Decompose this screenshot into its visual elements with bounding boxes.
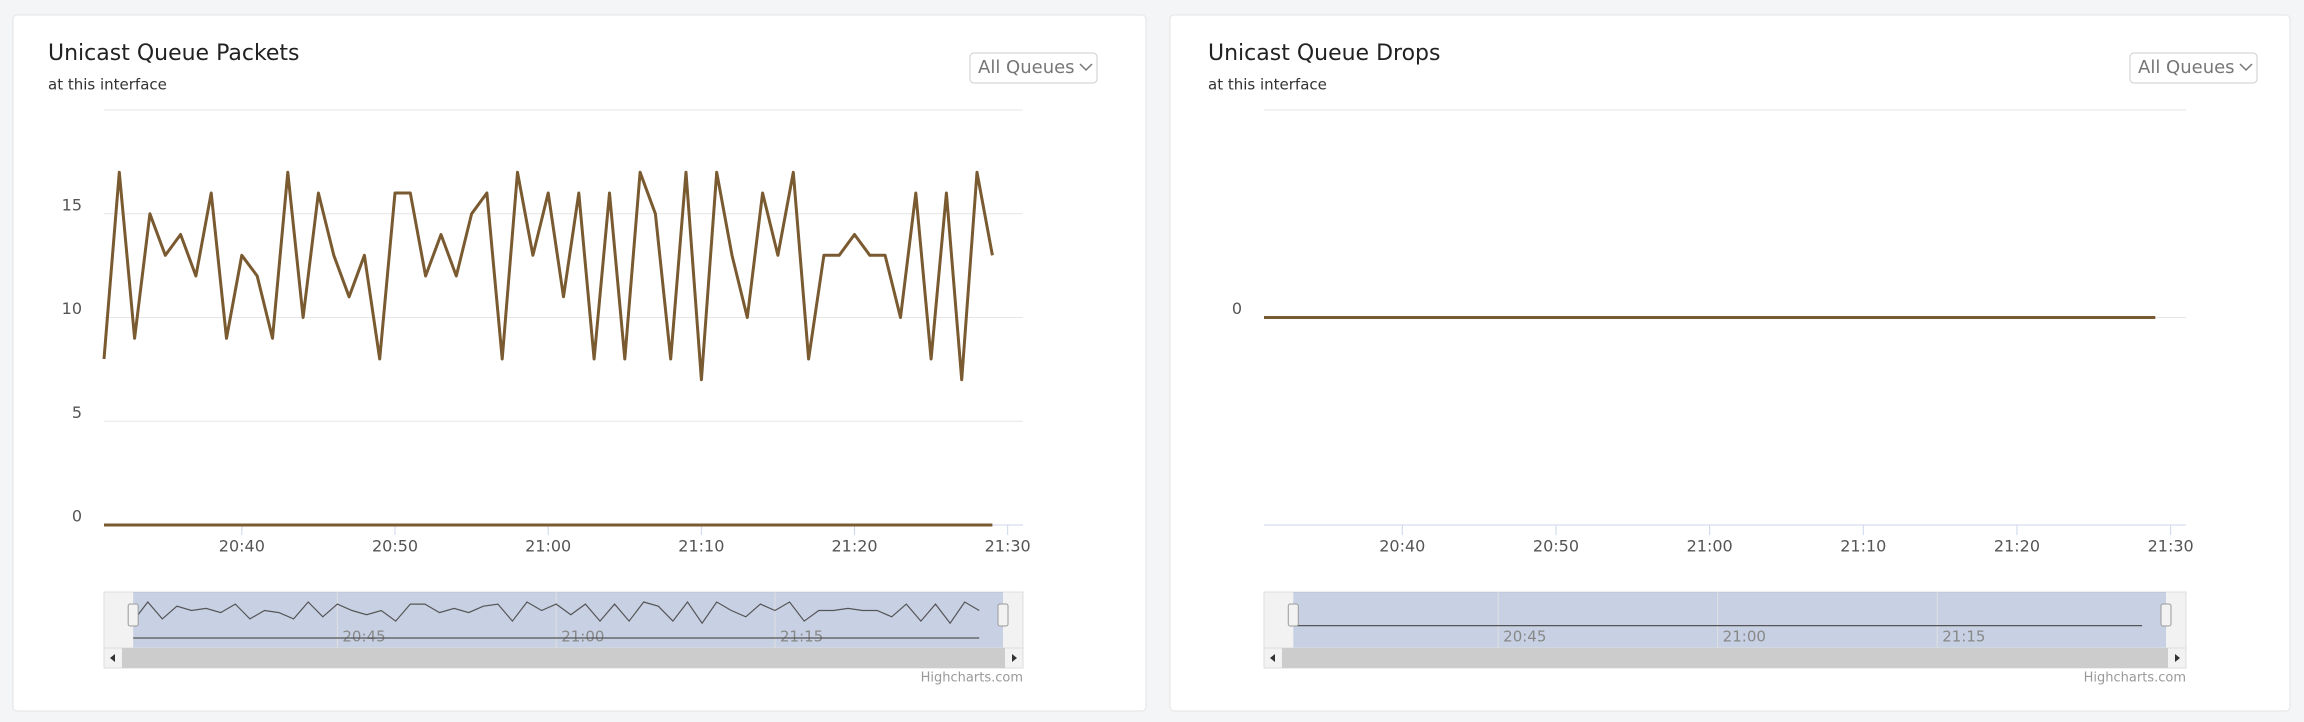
chart-subtitle: at this interface — [1208, 76, 1327, 94]
navigator-label: 21:15 — [1942, 628, 1985, 646]
card — [1169, 14, 2291, 712]
x-tick-label: 20:40 — [219, 537, 265, 556]
x-tick-label: 20:50 — [1533, 537, 1579, 556]
credits[interactable]: Highcharts.com — [921, 671, 1023, 686]
series-line — [102, 170, 994, 382]
y-tick-label: 15 — [62, 195, 82, 214]
y-tick-label: 0 — [1232, 299, 1242, 318]
chart-title: Unicast Queue Packets — [48, 41, 300, 66]
scrollbar-right[interactable] — [2175, 654, 2180, 662]
navigator-handle[interactable] — [997, 603, 1009, 627]
navigator-handle[interactable] — [2160, 603, 2172, 627]
scrollbar-left[interactable] — [1270, 654, 1275, 662]
x-tick-label: 20:50 — [372, 537, 418, 556]
scrollbar-left[interactable] — [110, 654, 115, 662]
x-tick-label: 21:10 — [678, 537, 724, 556]
chart-subtitle: at this interface — [48, 76, 167, 94]
card — [12, 14, 1147, 712]
navigator-label: 21:00 — [561, 628, 604, 646]
navigator-handle[interactable] — [1287, 603, 1299, 627]
dropdown[interactable] — [969, 52, 1098, 84]
x-tick-label: 21:00 — [525, 537, 571, 556]
y-tick-label: 10 — [62, 299, 82, 318]
navigator-mask — [133, 592, 1003, 648]
dropdown-label[interactable]: All Queues — [978, 57, 1075, 78]
navigator-label: 20:45 — [1503, 628, 1546, 646]
y-tick-label: 0 — [72, 507, 82, 526]
scrollbar-thumb[interactable] — [1282, 648, 2168, 668]
x-tick-label: 21:30 — [2148, 537, 2194, 556]
x-tick-label: 21:10 — [1840, 537, 1886, 556]
navigator-bg — [1263, 591, 2187, 649]
scrollbar-right[interactable] — [1012, 654, 1017, 662]
credits[interactable]: Highcharts.com — [2084, 671, 2186, 686]
dropdown-arrow[interactable] — [2239, 63, 2253, 72]
chart-title: Unicast Queue Drops — [1208, 41, 1440, 66]
navigator-handle[interactable] — [127, 603, 139, 627]
navigator-label: 21:00 — [1723, 628, 1766, 646]
navigator-line — [132, 600, 980, 625]
navigator-label: 20:45 — [342, 628, 385, 646]
y-tick-label: 5 — [72, 403, 82, 422]
navigator-mask — [1293, 592, 2166, 648]
scrollbar-thumb[interactable] — [122, 648, 1005, 668]
x-tick-label: 21:20 — [1994, 537, 2040, 556]
x-tick-label: 21:20 — [831, 537, 877, 556]
dropdown-label[interactable]: All Queues — [2138, 57, 2235, 78]
dropdown-arrow[interactable] — [1079, 63, 1093, 72]
x-tick-label: 21:00 — [1687, 537, 1733, 556]
x-tick-label: 20:40 — [1379, 537, 1425, 556]
navigator-label: 21:15 — [780, 628, 823, 646]
dropdown[interactable] — [2129, 52, 2258, 84]
x-tick-label: 21:30 — [985, 537, 1031, 556]
